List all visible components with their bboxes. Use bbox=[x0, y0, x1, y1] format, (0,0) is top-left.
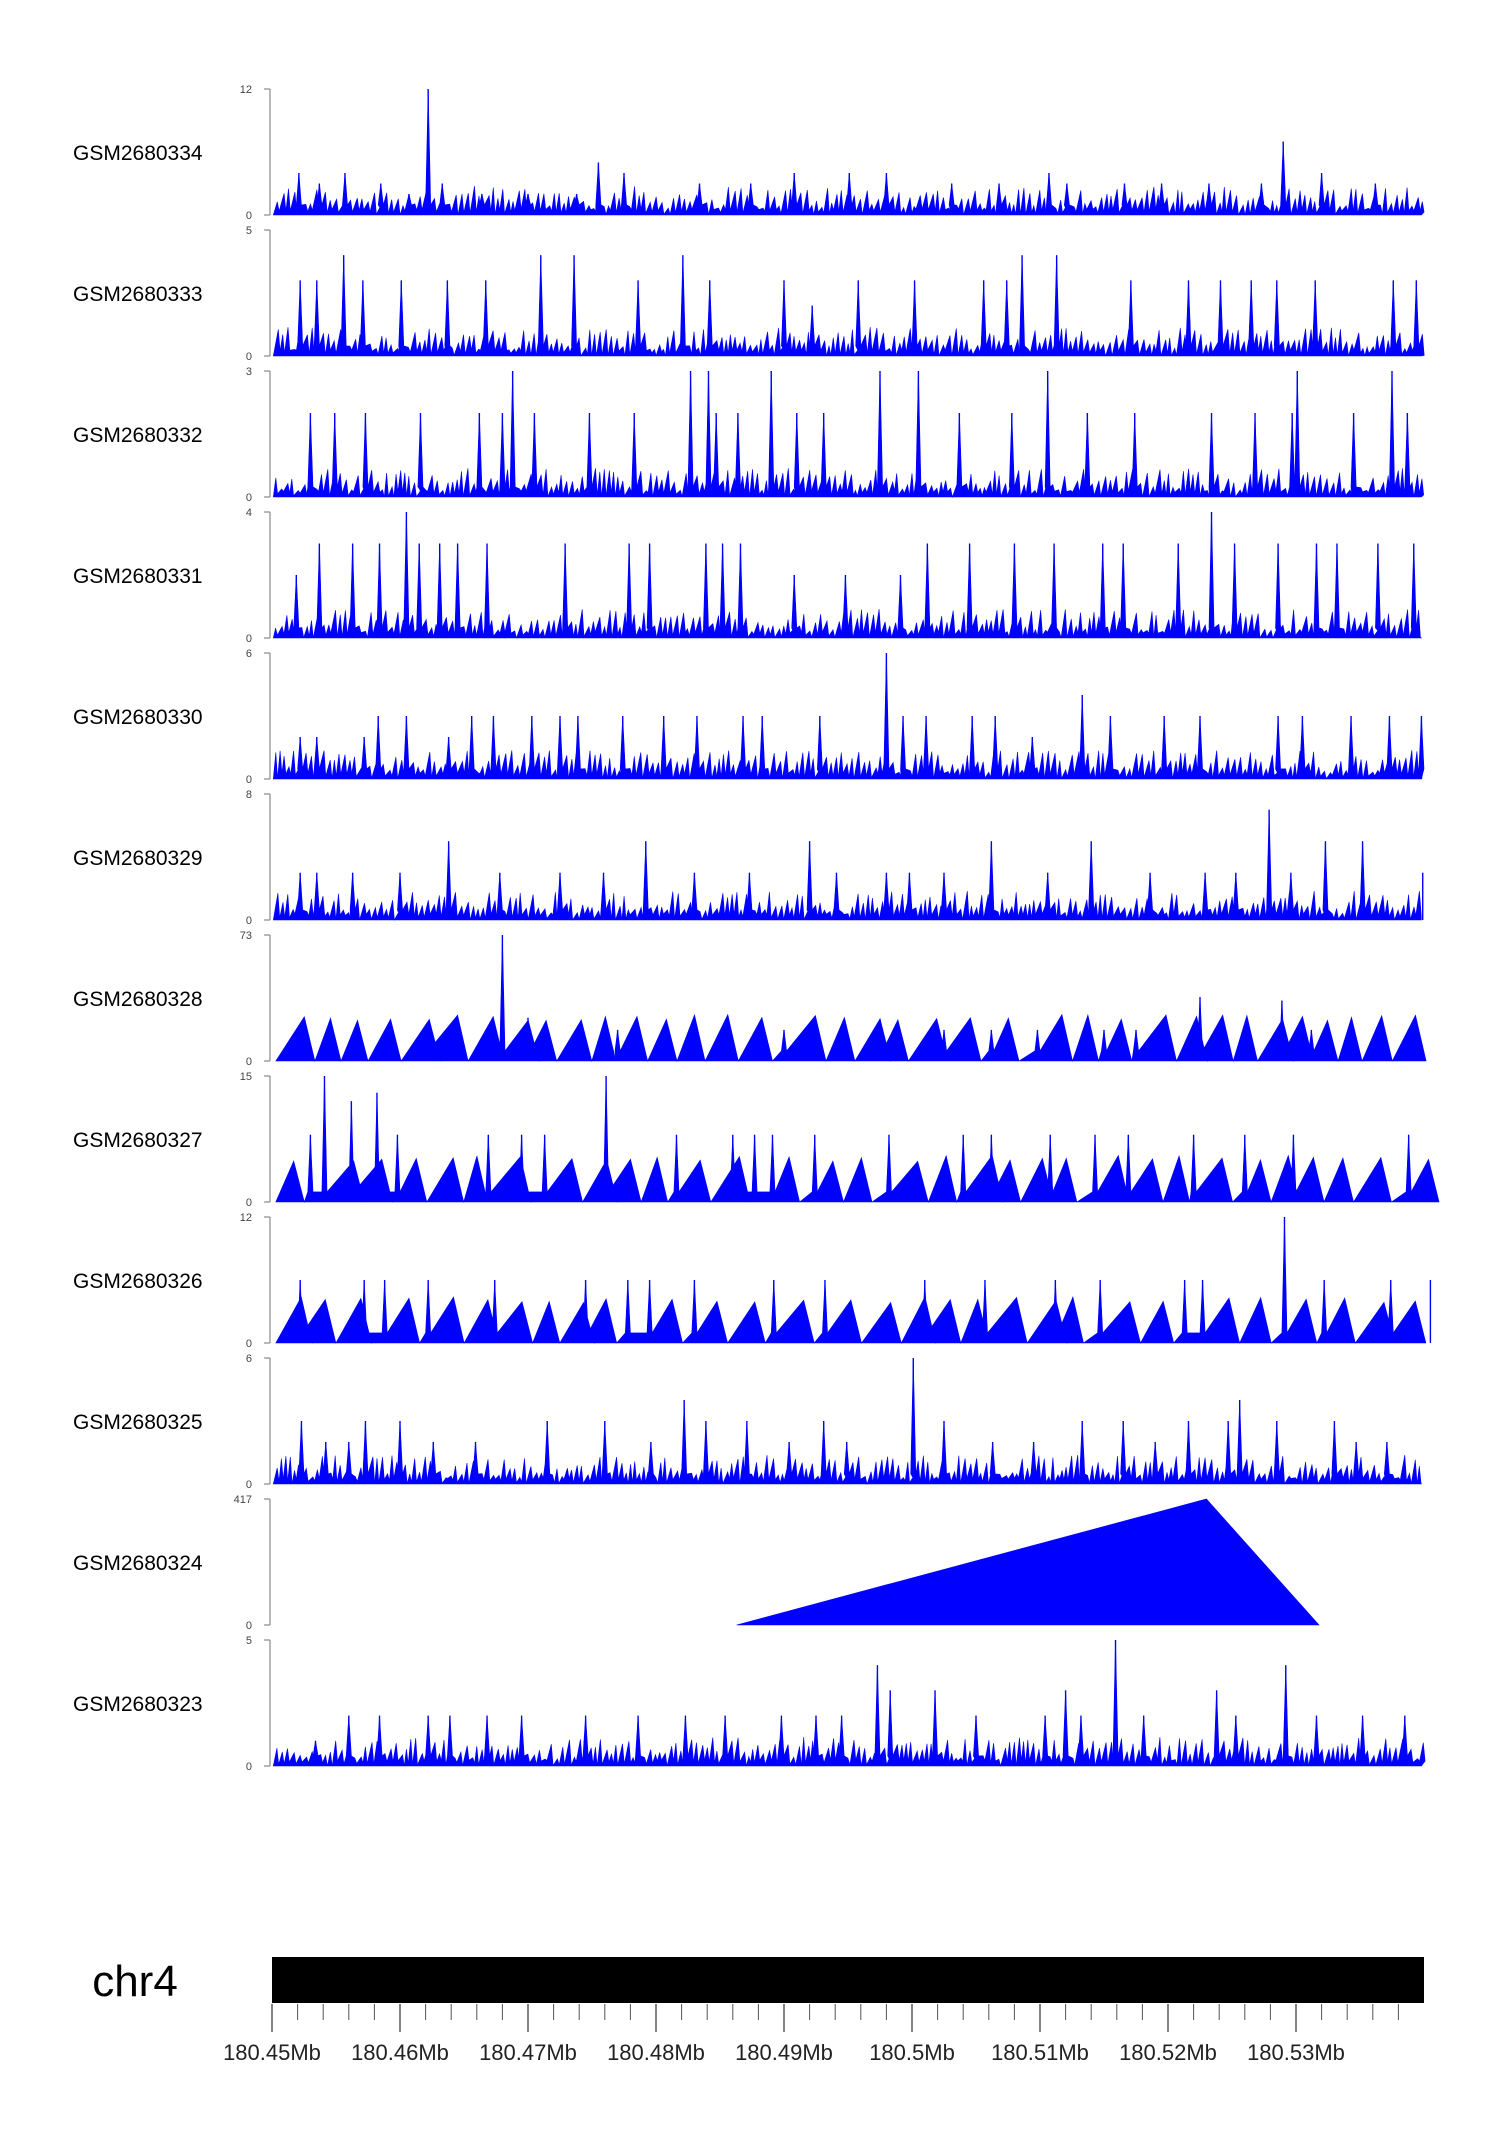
y-tick-label: 0 bbox=[246, 633, 252, 645]
y-tick-label: 417 bbox=[234, 1494, 252, 1506]
y-tick-label: 12 bbox=[240, 1212, 252, 1224]
x-tick-label: 180.5Mb bbox=[869, 2040, 955, 2065]
coverage-area bbox=[275, 1075, 1440, 1204]
track-label: GSM2680327 bbox=[73, 1129, 203, 1152]
track-label: GSM2680324 bbox=[73, 1552, 203, 1575]
y-tick-label: 0 bbox=[246, 1338, 252, 1350]
track-GSM2680323: GSM2680323 5 0 bbox=[73, 1635, 1426, 1773]
y-tick-label: 0 bbox=[246, 210, 252, 222]
track-label: GSM2680334 bbox=[73, 142, 203, 165]
coverage-area bbox=[736, 1498, 1320, 1626]
coverage-area bbox=[272, 809, 1422, 921]
y-tick-label: 0 bbox=[246, 1479, 252, 1491]
y-tick-label: 5 bbox=[246, 225, 252, 237]
y-tick-label: 0 bbox=[246, 351, 252, 363]
track-label: GSM2680329 bbox=[73, 847, 203, 870]
chromosome-axis: 180.45Mb 180.46Mb 180.47Mb 180.48Mb 180.49Mb… bbox=[223, 2004, 1399, 2065]
track-label: GSM2680332 bbox=[73, 424, 203, 447]
coverage-area bbox=[272, 652, 1425, 780]
track-GSM2680332: GSM2680332 3 0 bbox=[73, 366, 1425, 504]
track-GSM2680328: GSM2680328 73 0 bbox=[73, 930, 1427, 1068]
y-tick-label: 0 bbox=[246, 1197, 252, 1209]
y-tick-label: 0 bbox=[246, 492, 252, 504]
y-tick-label: 6 bbox=[246, 1353, 252, 1365]
x-tick-label: 180.51Mb bbox=[991, 2040, 1089, 2065]
track-label: GSM2680331 bbox=[73, 565, 203, 588]
coverage-area bbox=[272, 1639, 1426, 1768]
track-label: GSM2680323 bbox=[73, 1693, 203, 1716]
track-GSM2680325: GSM2680325 6 0 bbox=[73, 1353, 1422, 1491]
y-tick-label: 0 bbox=[246, 1620, 252, 1632]
y-tick-label: 5 bbox=[246, 1635, 252, 1647]
chromosome-bar bbox=[272, 1957, 1424, 2003]
y-tick-label: 3 bbox=[246, 366, 252, 378]
y-tick-label: 0 bbox=[246, 915, 252, 927]
y-tick-label: 0 bbox=[246, 774, 252, 786]
coverage-area bbox=[272, 511, 1423, 639]
track-label: GSM2680328 bbox=[73, 988, 203, 1011]
coverage-area bbox=[272, 370, 1425, 499]
x-tick-label: 180.52Mb bbox=[1119, 2040, 1217, 2065]
x-tick-label: 180.53Mb bbox=[1247, 2040, 1345, 2065]
chromosome-ideogram: chr4 180.45Mb 180.46Mb 180.47Mb 180.48Mb 180… bbox=[92, 1957, 1424, 2065]
track-GSM2680331: GSM2680331 4 0 bbox=[73, 507, 1423, 645]
y-tick-label: 0 bbox=[246, 1761, 252, 1773]
track-GSM2680324: GSM2680324 417 0 bbox=[73, 1494, 1320, 1632]
x-tick-label: 180.47Mb bbox=[479, 2040, 577, 2065]
track-GSM2680329: GSM2680329 8 0 bbox=[73, 789, 1424, 927]
x-tick-label: 180.45Mb bbox=[223, 2040, 321, 2065]
x-tick-label: 180.48Mb bbox=[607, 2040, 705, 2065]
tracks-layer: GSM2680334120GSM268033350GSM268033230GSM… bbox=[73, 84, 1440, 1773]
y-tick-label: 12 bbox=[240, 84, 252, 96]
track-label: GSM2680330 bbox=[73, 706, 203, 729]
y-tick-label: 6 bbox=[246, 648, 252, 660]
track-label: GSM2680326 bbox=[73, 1270, 203, 1293]
track-GSM2680330: GSM2680330 6 0 bbox=[73, 648, 1425, 786]
track-GSM2680333: GSM2680333 5 0 bbox=[73, 225, 1425, 363]
track-GSM2680327: GSM2680327 15 0 bbox=[73, 1071, 1440, 1209]
chromosome-label: chr4 bbox=[92, 1957, 178, 2006]
coverage-area bbox=[275, 934, 1427, 1063]
y-tick-label: 0 bbox=[246, 1056, 252, 1068]
x-tick-label: 180.49Mb bbox=[735, 2040, 833, 2065]
y-tick-label: 4 bbox=[246, 507, 252, 519]
y-tick-label: 15 bbox=[240, 1071, 252, 1083]
y-tick-label: 8 bbox=[246, 789, 252, 801]
coverage-area bbox=[272, 255, 1425, 357]
track-GSM2680334: GSM2680334 12 0 bbox=[73, 84, 1425, 222]
coverage-area bbox=[275, 1216, 1427, 1344]
track-GSM2680326: GSM2680326 12 0 bbox=[73, 1212, 1432, 1350]
track-label: GSM2680325 bbox=[73, 1411, 203, 1434]
x-tick-label: 180.46Mb bbox=[351, 2040, 449, 2065]
track-label: GSM2680333 bbox=[73, 283, 203, 306]
y-tick-label: 73 bbox=[240, 930, 252, 942]
